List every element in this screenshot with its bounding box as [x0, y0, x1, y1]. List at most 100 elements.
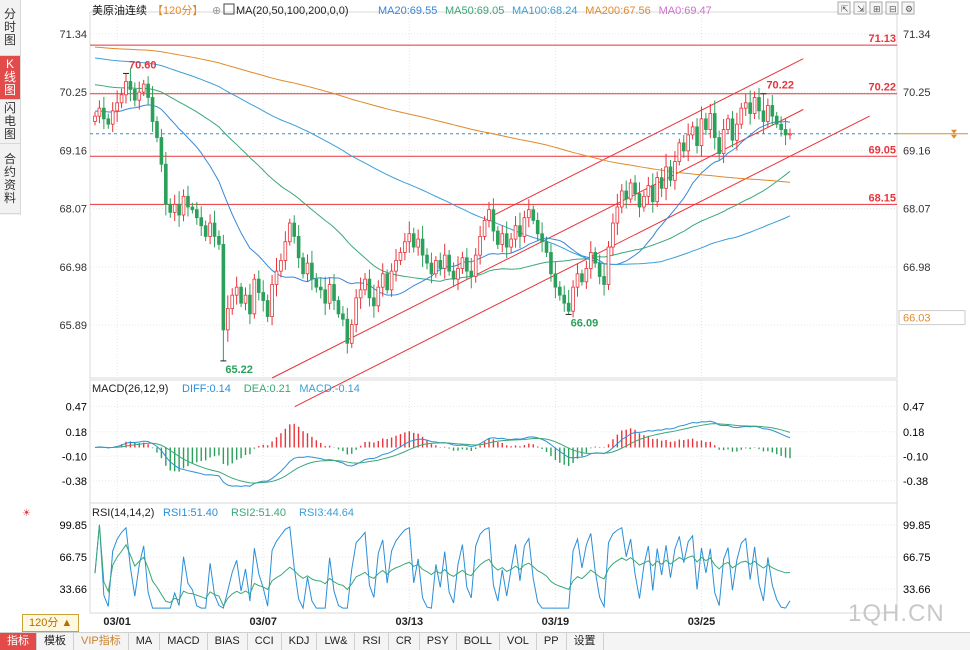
rsi-settings-icon: ☀ [22, 508, 31, 519]
candle-body [376, 286, 381, 307]
toolbar-tab-4[interactable]: MACD [160, 633, 208, 650]
rsi-pane-frame [89, 502, 898, 614]
candle-body [363, 278, 367, 291]
trend-channel-line [271, 109, 804, 379]
candle-body [673, 161, 677, 181]
toolbar-tab-11[interactable]: PSY [420, 633, 457, 650]
candle-body [345, 318, 350, 344]
level-label: 69.05 [868, 144, 896, 156]
watermark: 1QH.CN [848, 600, 945, 627]
toolbar-tab-1[interactable]: 模板 [37, 633, 74, 650]
candle-body [708, 113, 713, 130]
rsi3-line [94, 524, 791, 607]
toolbar-tab-13[interactable]: VOL [500, 633, 537, 650]
candle-body [465, 257, 469, 272]
time-tick-label: 03/13 [396, 616, 424, 628]
toolbar-tab-14[interactable]: PP [537, 633, 567, 650]
candle-body [650, 185, 655, 203]
candle-body [137, 91, 142, 101]
toolbar-tab-2[interactable]: VIP指标 [74, 633, 129, 650]
candle-body [212, 222, 217, 237]
candle-body [597, 262, 602, 277]
candle-body [128, 81, 133, 90]
ma-toggle-icon [223, 3, 235, 15]
candle-body [429, 262, 434, 275]
toolbar-tab-12[interactable]: BOLL [457, 633, 500, 650]
toolbar-tab-0[interactable]: 指标 [0, 633, 37, 650]
time-tick-label: 03/25 [688, 616, 716, 628]
candle-body [336, 300, 341, 315]
last-price-arrow-icon [951, 129, 957, 139]
candle-body [186, 195, 190, 208]
chart-tool-icon: ⊟ [889, 4, 897, 14]
macd-right-tick-label: 0.47 [903, 401, 924, 413]
ma-value-label: MA50:69.05 [445, 5, 504, 17]
chart-tool-icon: ⊞ [873, 4, 881, 14]
candle-body [766, 105, 770, 122]
ma-line-MA200 [94, 46, 791, 183]
candle-body [239, 286, 243, 304]
candle-body [491, 209, 496, 232]
candle-body [487, 209, 491, 221]
macd-diff-line [94, 420, 791, 487]
candle-body [460, 257, 465, 269]
candle-body [527, 209, 531, 219]
rsi-value-label: RSI1:51.40 [163, 507, 218, 519]
toolbar-tab-8[interactable]: LW& [317, 633, 356, 650]
extreme-label: 66.09 [571, 317, 599, 329]
candle-body [566, 302, 571, 312]
macd-tick-label: -0.10 [62, 451, 87, 463]
chart-tool-button [837, 1, 851, 15]
toolbar-tab-5[interactable]: BIAS [208, 633, 248, 650]
candle-body [752, 97, 757, 114]
ma-line-MA20 [94, 104, 791, 296]
candle-body [509, 238, 513, 248]
candle-body [230, 294, 235, 309]
toolbar-tab-6[interactable]: CCI [248, 633, 282, 650]
candle-body [726, 118, 730, 130]
chart-tool-icon: ⚙ [905, 4, 913, 14]
candle-body [588, 252, 593, 269]
macd-tick-label: 0.18 [66, 427, 87, 439]
level-label: 70.22 [868, 82, 896, 94]
candle-body [447, 254, 451, 272]
time-tick-label: 03/07 [249, 616, 277, 628]
ma-value-label: MA100:68.24 [512, 5, 577, 17]
candle-body [265, 300, 270, 317]
time-tick-label: 03/01 [103, 616, 131, 628]
rsi-value-label: RSI3:44.64 [299, 507, 354, 519]
chart-tool-button [853, 1, 867, 15]
candle-body [217, 236, 221, 245]
candle-body [788, 133, 792, 136]
candle-body [358, 289, 363, 299]
candle-body [774, 115, 779, 125]
rsi-tick-label: 66.75 [59, 552, 87, 564]
left-tab-2[interactable]: 闪电图 [0, 100, 20, 144]
candle-body [642, 195, 646, 208]
rsi-right-tick-label: 99.85 [903, 520, 931, 532]
candle-body [323, 289, 327, 304]
left-tab-0[interactable]: 分时图 [0, 0, 20, 56]
toolbar-tab-15[interactable]: 设置 [567, 633, 604, 650]
candle-body [416, 238, 420, 248]
candle-body [305, 262, 310, 275]
right-price-label: 66.98 [903, 262, 931, 274]
toolbar-tab-3[interactable]: MA [129, 633, 161, 650]
candle-body [283, 241, 288, 261]
candle-body [571, 286, 575, 312]
candle-body [668, 166, 673, 181]
candle-body [606, 246, 611, 285]
toolbar-tab-9[interactable]: RSI [355, 633, 389, 650]
toolbar-tab-7[interactable]: KDJ [282, 633, 318, 650]
candle-body [155, 121, 159, 138]
macd-tick-label: -0.38 [62, 476, 87, 488]
left-tab-3[interactable]: 合约资料 [0, 144, 20, 214]
toolbar-tab-10[interactable]: CR [389, 633, 420, 650]
candle-body [699, 118, 704, 146]
candle-body [159, 137, 164, 165]
candle-body [544, 241, 549, 253]
candle-body [478, 236, 482, 256]
chart-tool-button [901, 1, 915, 15]
period-selector-button[interactable]: 120分 ▲ [22, 614, 80, 632]
